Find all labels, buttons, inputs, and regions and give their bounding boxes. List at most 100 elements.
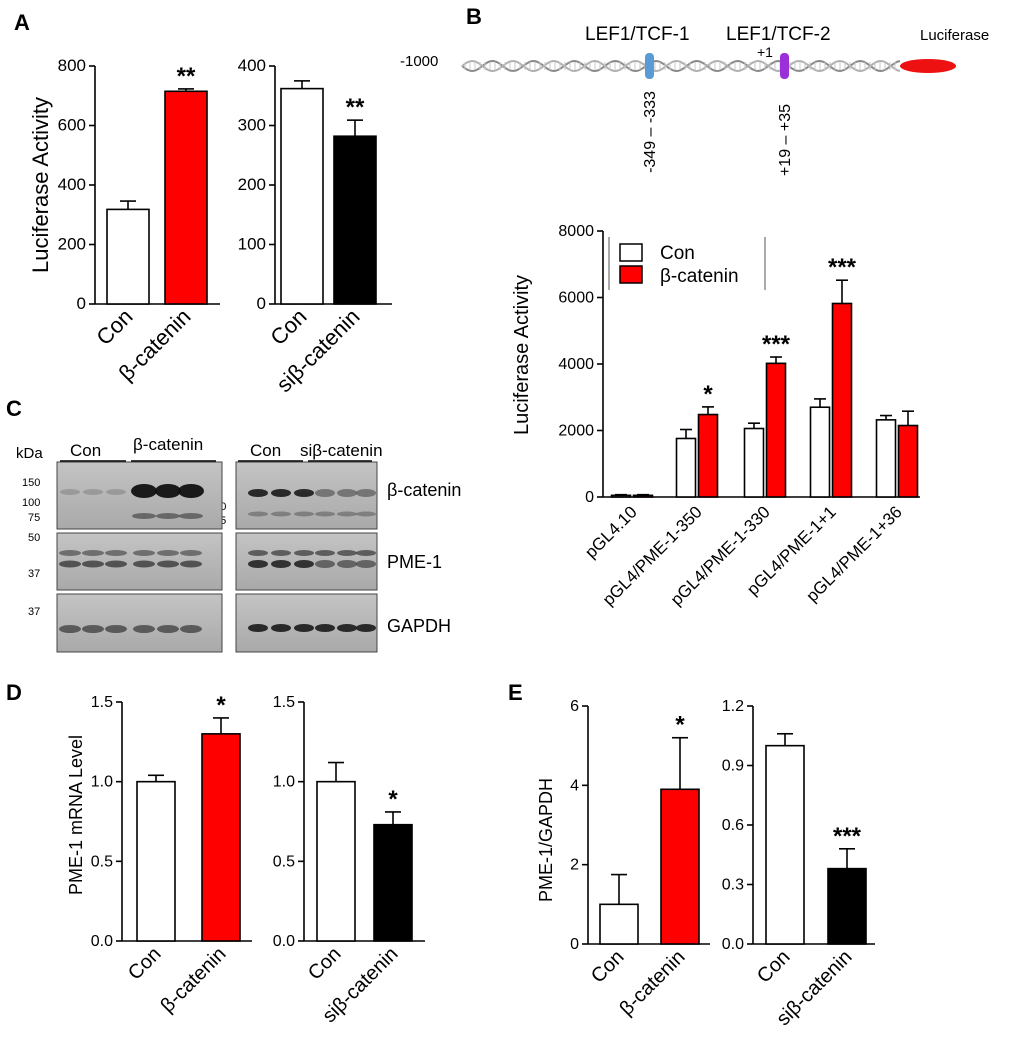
- y-tick-label: 100: [238, 235, 266, 254]
- y-tick-label: 6: [570, 698, 579, 715]
- bar-β-catenin-2: [765, 362, 787, 498]
- legend-swatch-bcatenin: [619, 265, 643, 284]
- bar-siβ-catenin: [333, 135, 377, 305]
- y-tick-label: 0.0: [273, 933, 295, 950]
- band-right-pme1-upper: [356, 550, 376, 556]
- x-tick-label: Con: [587, 946, 629, 988]
- blot-images: [56, 461, 378, 653]
- bar-β-catenin-3: [831, 302, 853, 498]
- band-left-bcatenin-lower: [179, 513, 203, 519]
- chart-b: 02000400060008000pGL4.10*pGL4/PME-1-350*…: [558, 223, 920, 609]
- band-right-pme1-upper: [337, 550, 357, 556]
- y-tick-label: 4000: [558, 356, 594, 373]
- band-left-pme1-lower: [180, 560, 202, 568]
- site2-range-label: +19 – +35: [777, 104, 794, 176]
- significance-mark: *: [675, 712, 685, 739]
- band-left-pme1-upper: [105, 550, 127, 556]
- lef1-tcf-2-site: [780, 53, 789, 79]
- y-tick-label: 400: [238, 56, 266, 75]
- bar-Con-3: [809, 406, 831, 498]
- band-right-bcatenin: [248, 489, 268, 497]
- band-right-pme1-upper: [315, 550, 335, 556]
- band-right-gapdh: [294, 624, 314, 632]
- band-right-pme1-upper: [294, 550, 314, 556]
- y-tick-label: 0.0: [722, 936, 744, 953]
- significance-mark: *: [216, 692, 226, 719]
- band-left-pme1-upper: [157, 550, 179, 556]
- band-left-bcatenin-con: [60, 489, 80, 495]
- bar-β-catenin: [660, 788, 700, 945]
- band-right-bcatenin-lower: [337, 511, 357, 517]
- ladder-left-150: 150: [22, 477, 40, 489]
- blot-right-group-sibcatenin: siβ-catenin: [300, 441, 383, 460]
- band-left-gapdh: [133, 625, 155, 633]
- significance-mark: *: [703, 381, 713, 408]
- y-tick-label: 300: [238, 116, 266, 135]
- y-tick-label: 0: [570, 936, 579, 953]
- bar-β-catenin-0: [632, 494, 654, 498]
- panel-e-ylabel: PME-1/GAPDH: [536, 778, 556, 902]
- lef1-tcf-2-label: LEF1/TCF-2: [726, 24, 831, 45]
- bar-β-catenin-4: [897, 424, 919, 498]
- chart-e1: 0 2 4 6 Con * β-catenin: [570, 698, 710, 1020]
- bar-β-catenin-1: [697, 413, 719, 498]
- band-right-bcatenin: [356, 489, 376, 497]
- y-tick-label: 1.0: [273, 774, 295, 791]
- band-left-pme1-lower: [105, 560, 127, 568]
- band-right-pme1-lower: [294, 560, 314, 568]
- ladder-left-100: 100: [22, 497, 40, 509]
- band-left-pme1-upper: [133, 550, 155, 556]
- band-right-pme1-lower: [356, 560, 376, 568]
- kda-label: kDa: [16, 445, 43, 462]
- band-right-gapdh: [315, 624, 335, 632]
- bar-Con: [136, 780, 176, 942]
- legend-label-bcatenin: β-catenin: [660, 266, 739, 287]
- band-label-pme1: PME-1: [387, 552, 442, 572]
- band-right-gapdh: [271, 624, 291, 632]
- y-tick-label: 8000: [558, 223, 594, 240]
- panel-label-c: C: [6, 396, 22, 421]
- panel-a-ylabel: Luciferase Activity: [28, 97, 53, 273]
- bar-Con: [280, 87, 324, 305]
- western-blots: kDa Con β-catenin Con siβ-catenin β-cate…: [16, 435, 461, 653]
- band-right-bcatenin: [337, 489, 357, 497]
- band-right-bcatenin: [294, 489, 314, 497]
- y-tick-label: 400: [58, 175, 86, 194]
- panel-label-d: D: [6, 680, 22, 705]
- helix-strand-1: [461, 59, 901, 73]
- band-right-pme1-lower: [271, 560, 291, 568]
- band-left-gapdh: [82, 625, 104, 633]
- band-right-bcatenin-lower: [294, 511, 314, 517]
- x-tick-label: β-catenin: [616, 946, 690, 1020]
- band-right-bcatenin-lower: [315, 511, 335, 517]
- band-right-bcatenin-lower: [356, 511, 376, 517]
- band-left-pme1-lower: [157, 560, 179, 568]
- significance-mark: ***: [762, 331, 791, 358]
- band-left-bcatenin-lower: [132, 513, 156, 519]
- x-tick-label: β-catenin: [157, 943, 231, 1017]
- tss-label: +1: [757, 44, 773, 60]
- band-right-bcatenin: [271, 489, 291, 497]
- band-label-bcatenin: β-catenin: [387, 480, 461, 500]
- blot-right-gapdh: [235, 593, 378, 653]
- dna-helix: [461, 59, 901, 73]
- bar-siβ-catenin: [373, 823, 413, 942]
- luciferase-label: Luciferase: [920, 27, 989, 44]
- bar-siβ-catenin: [827, 867, 867, 945]
- band-right-pme1-lower: [248, 560, 268, 568]
- y-tick-label: 1.5: [91, 694, 113, 711]
- band-right-pme1-upper: [248, 550, 268, 556]
- band-left-gapdh: [105, 625, 127, 633]
- band-left-gapdh: [59, 625, 81, 633]
- x-tick-label: Con: [124, 943, 166, 985]
- panel-b-ylabel: Luciferase Activity: [511, 275, 533, 435]
- band-right-bcatenin: [315, 489, 335, 497]
- x-tick-label: Con: [753, 946, 795, 988]
- band-left-pme1-upper: [180, 550, 202, 556]
- blot-left-gapdh: [56, 593, 223, 653]
